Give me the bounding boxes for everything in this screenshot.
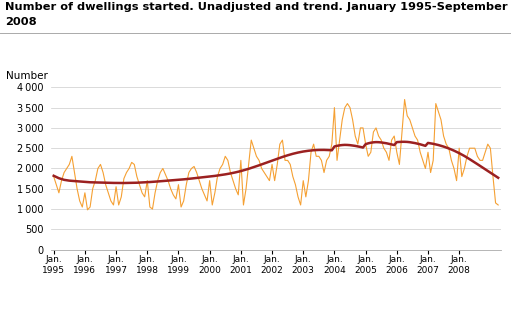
Number of dwellings, unadjusted [290,175,296,178]
Number of dwellings, unadjusted [495,203,501,207]
Number of dwellings, unadjusted [196,179,202,183]
Number of dwellings, trend [84,180,90,184]
Number of dwellings, unadjusted [183,183,190,187]
Text: Number of dwellings started. Unadjusted and trend. January 1995-September: Number of dwellings started. Unadjusted … [5,2,508,12]
Number of dwellings, trend [196,176,202,180]
Text: Number: Number [6,71,48,81]
Number of dwellings, trend [290,152,296,156]
Number of dwellings, trend [183,177,190,181]
Number of dwellings, trend [253,164,260,168]
Number of dwellings, unadjusted [51,175,57,178]
Number of dwellings, unadjusted [316,154,322,158]
Number of dwellings, trend [51,174,57,178]
Number of dwellings, trend [495,176,501,180]
Number of dwellings, unadjusted [253,154,260,158]
Number of dwellings, unadjusted [402,98,408,101]
Number of dwellings, trend [399,140,405,144]
Line: Number of dwellings, unadjusted: Number of dwellings, unadjusted [54,100,498,210]
Number of dwellings, trend [115,181,122,185]
Number of dwellings, unadjusted [84,208,90,212]
Line: Number of dwellings, trend: Number of dwellings, trend [54,142,498,183]
Text: 2008: 2008 [5,17,37,27]
Number of dwellings, trend [316,148,322,152]
Number of dwellings, unadjusted [87,205,93,209]
